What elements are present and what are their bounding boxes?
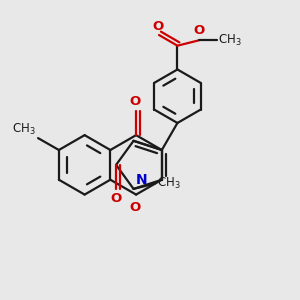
Text: O: O (152, 20, 163, 33)
Text: O: O (193, 24, 205, 38)
Text: CH$_3$: CH$_3$ (218, 33, 242, 48)
Text: O: O (129, 201, 140, 214)
Text: O: O (129, 95, 140, 108)
Text: N: N (136, 172, 148, 187)
Text: CH$_3$: CH$_3$ (12, 122, 36, 136)
Text: CH$_3$: CH$_3$ (157, 176, 181, 190)
Text: O: O (110, 192, 122, 205)
